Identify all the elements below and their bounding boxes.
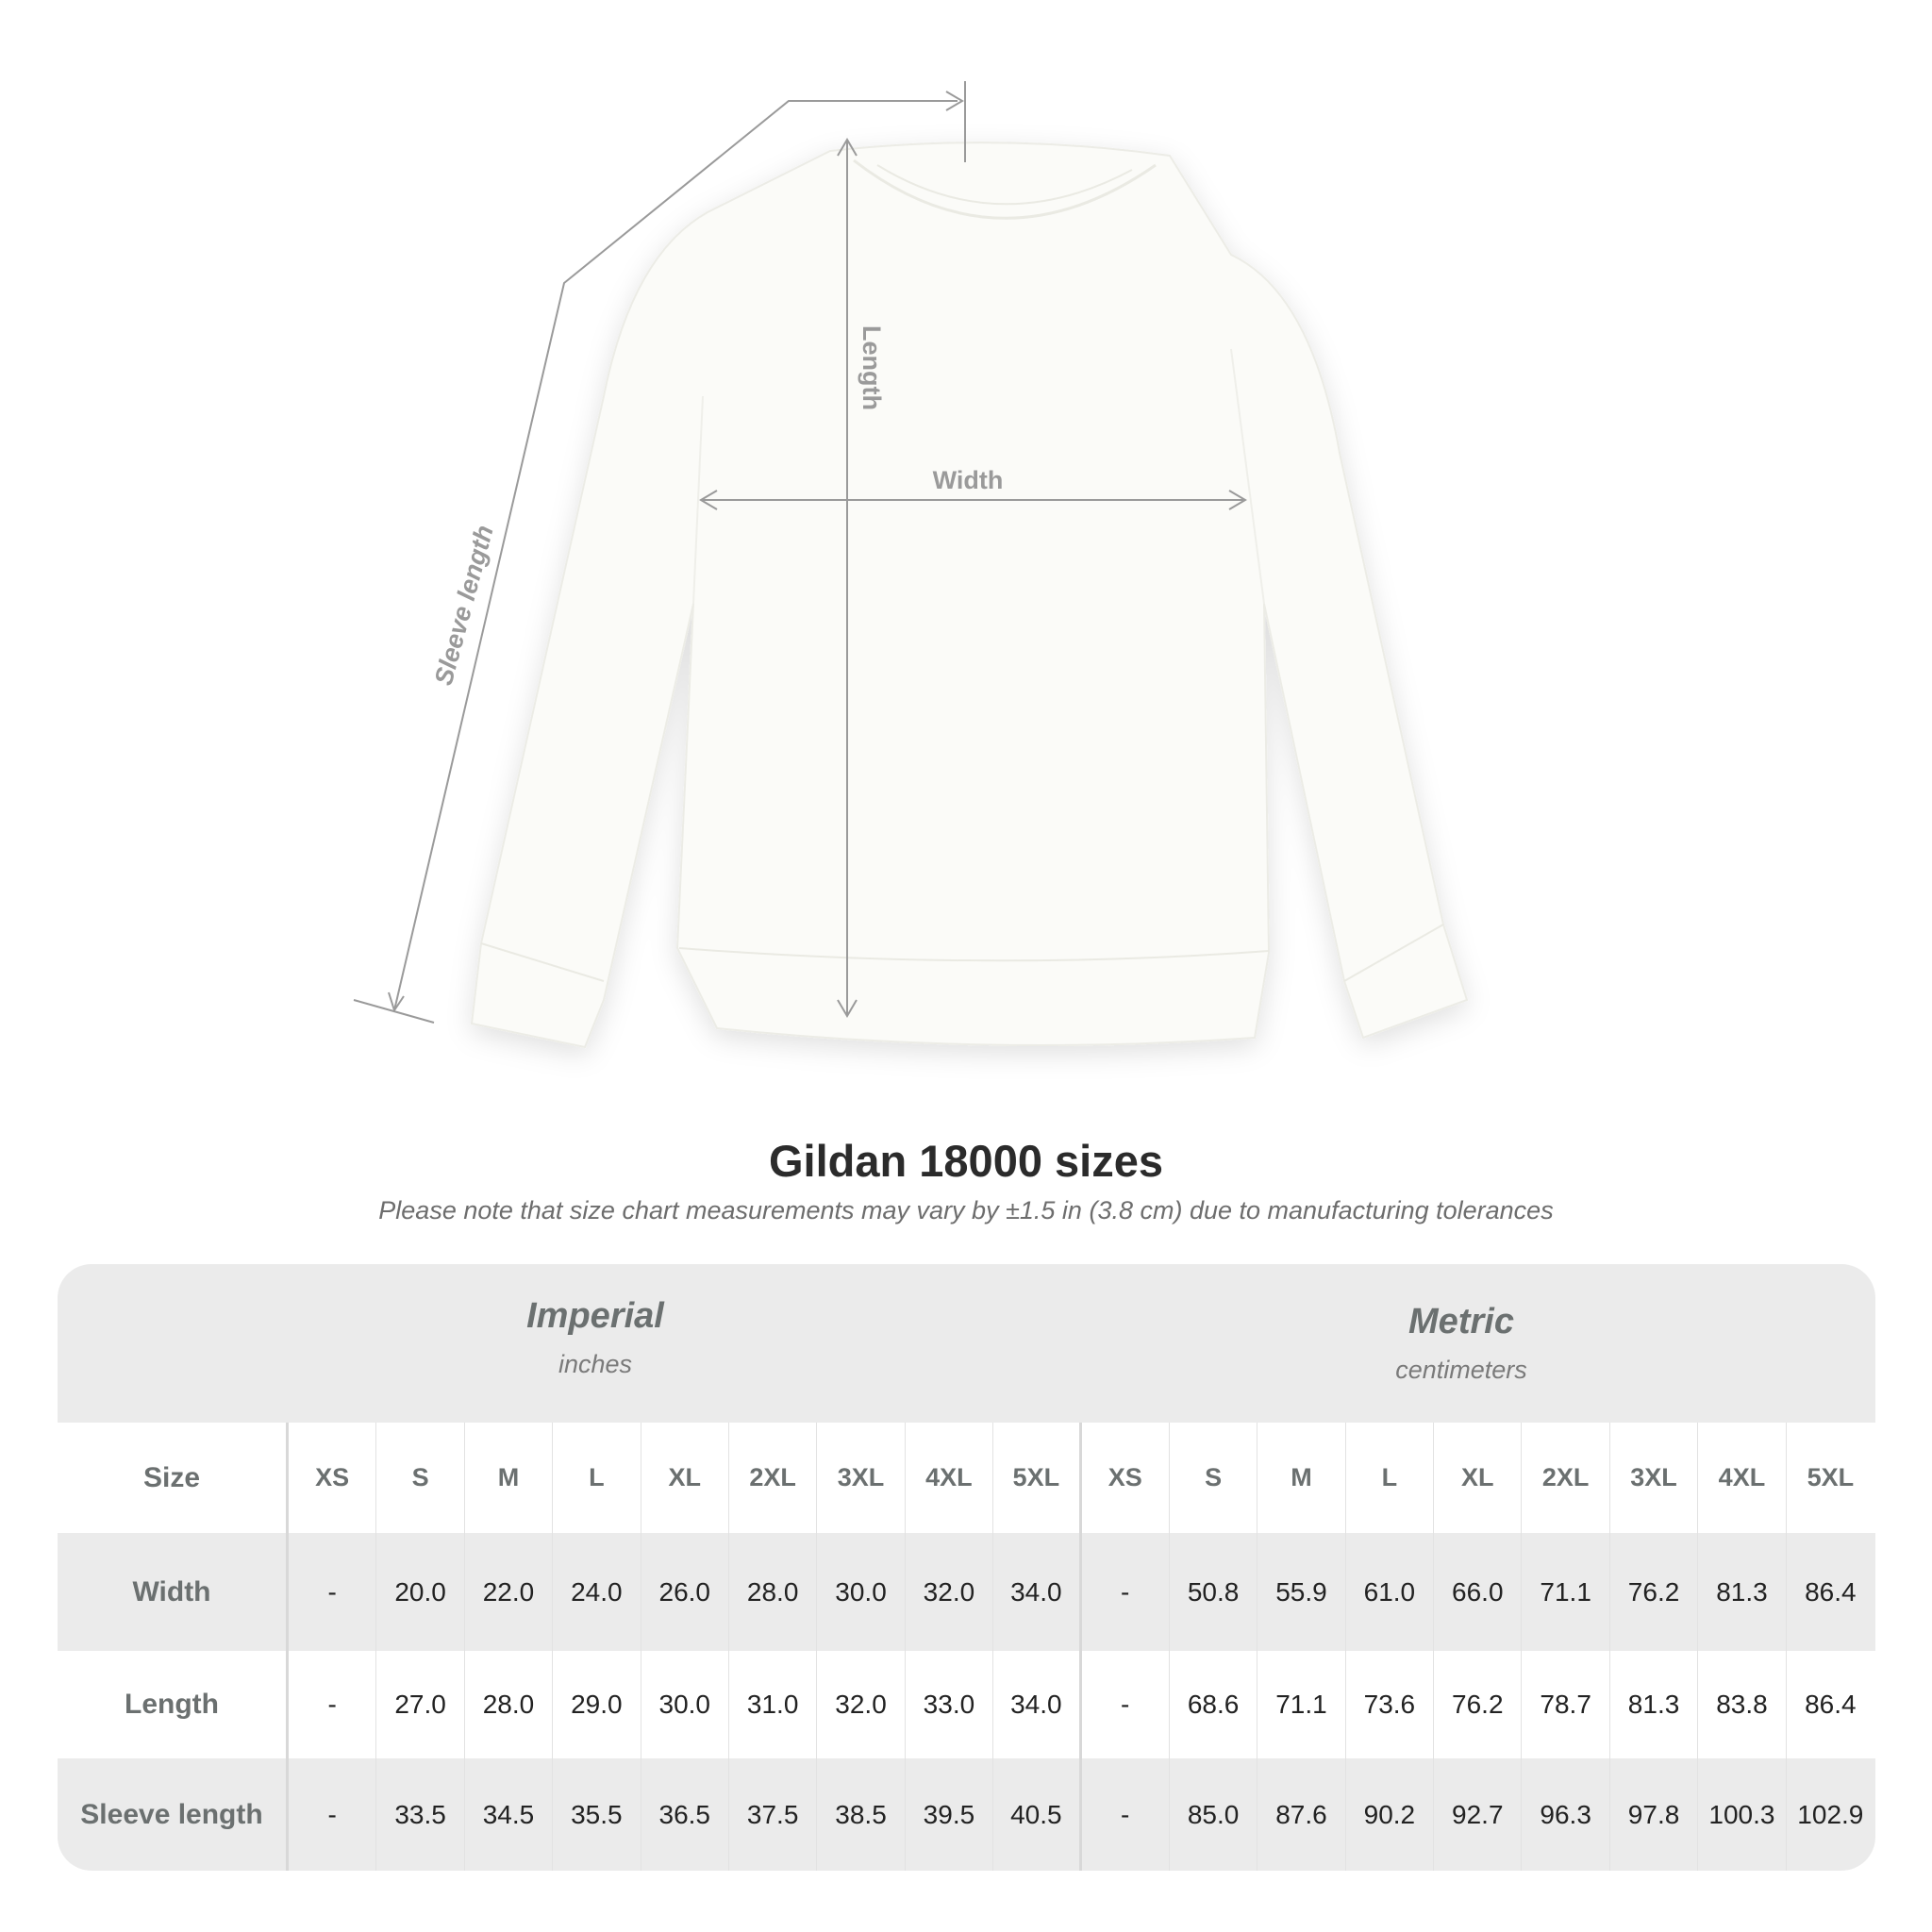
row-label: Width (58, 1533, 289, 1651)
imperial-cell: 37.5 (729, 1758, 818, 1871)
imperial-cell: 38.5 (817, 1758, 906, 1871)
measurement-lines (353, 81, 1247, 1024)
metric-cell: 61.0 (1346, 1533, 1435, 1651)
imperial-cell: 32.0 (817, 1651, 906, 1758)
imperial-cell: 34.5 (465, 1758, 554, 1871)
imperial-cell: 34.0 (993, 1651, 1082, 1758)
imperial-size-l: L (553, 1423, 641, 1533)
table-row: Width -20.0 22.0 24.0 26.0 28.0 30.0 32.0 34.0-5… (58, 1533, 1875, 1651)
metric-size-4xl: 4XL (1698, 1423, 1787, 1533)
sweater-image (470, 142, 1469, 1049)
imperial-cell: 34.0 (993, 1533, 1082, 1651)
metric-cell: 76.2 (1610, 1533, 1699, 1651)
metric-cell: 78.7 (1522, 1651, 1610, 1758)
metric-size-s: S (1170, 1423, 1258, 1533)
metric-title: Metric (1408, 1302, 1514, 1341)
imperial-cell: 39.5 (906, 1758, 994, 1871)
size-label: Size (58, 1423, 289, 1533)
imperial-cell: 28.0 (729, 1533, 818, 1651)
size-header-row: Size XS S M L XL 2XL 3XL 4XL 5XL XS S M L XL 2XL 3XL 4XL 5… (58, 1423, 1875, 1533)
metric-cell: 81.3 (1610, 1651, 1699, 1758)
metric-cell: 73.6 (1346, 1651, 1435, 1758)
imperial-cell: 31.0 (729, 1651, 818, 1758)
imperial-header: Imperial inches (312, 1296, 878, 1379)
metric-cell: 50.8 (1170, 1533, 1258, 1651)
imperial-size-xs: XS (289, 1423, 377, 1533)
imperial-cell: 24.0 (553, 1533, 641, 1651)
metric-cell: 68.6 (1170, 1651, 1258, 1758)
metric-size-3xl: 3XL (1610, 1423, 1699, 1533)
imperial-cell: - (289, 1533, 377, 1651)
table-row: Sleeve length -33.5 34.5 35.5 36.5 37.5 38.5 39… (58, 1758, 1875, 1871)
metric-cell: 66.0 (1434, 1533, 1523, 1651)
metric-cell: 55.9 (1257, 1533, 1346, 1651)
imperial-cell: 32.0 (906, 1533, 994, 1651)
metric-size-5xl: 5XL (1807, 1463, 1855, 1491)
metric-cell: 100.3 (1698, 1758, 1787, 1871)
imperial-cell: 26.0 (641, 1533, 729, 1651)
row-label: Sleeve length (58, 1758, 289, 1871)
row-band (58, 1533, 1875, 1651)
metric-cell: 71.1 (1257, 1651, 1346, 1758)
metric-size-xl: XL (1434, 1423, 1523, 1533)
metric-size-m: M (1257, 1423, 1346, 1533)
width-label: Width (933, 466, 1004, 494)
imperial-unit: inches (558, 1350, 633, 1378)
imperial-cell: 22.0 (465, 1533, 554, 1651)
metric-unit: centimeters (1395, 1356, 1527, 1384)
imperial-cell: 29.0 (553, 1651, 641, 1758)
header-band (58, 1264, 1875, 1423)
imperial-size-4xl: 4XL (906, 1423, 994, 1533)
size-table: Imperial inches Metric centimeters Size X… (58, 1264, 1875, 1871)
chart-title: Gildan 18000 sizes (768, 1136, 1164, 1186)
imperial-cell: 35.5 (553, 1758, 641, 1871)
row-label: Length (58, 1651, 289, 1758)
metric-cell: 97.8 (1610, 1758, 1699, 1871)
imperial-size-5xl: 5XL (993, 1423, 1082, 1533)
metric-cell: 81.3 (1698, 1533, 1787, 1651)
imperial-cell: 33.0 (906, 1651, 994, 1758)
imperial-cell: 20.0 (376, 1533, 465, 1651)
metric-cell: 76.2 (1434, 1651, 1523, 1758)
imperial-title: Imperial (526, 1296, 664, 1336)
imperial-cell: - (289, 1758, 377, 1871)
metric-cell: 102.9 (1797, 1799, 1864, 1829)
imperial-cell: 27.0 (376, 1651, 465, 1758)
metric-cell: 92.7 (1434, 1758, 1523, 1871)
imperial-size-2xl: 2XL (729, 1423, 818, 1533)
metric-size-xs: XS (1082, 1423, 1170, 1533)
metric-cell: - (1082, 1533, 1170, 1651)
length-label: Length (858, 325, 886, 410)
imperial-size-3xl: 3XL (817, 1423, 906, 1533)
imperial-cell: 36.5 (641, 1758, 729, 1871)
imperial-cell: 30.0 (817, 1533, 906, 1651)
metric-cell: 96.3 (1522, 1758, 1610, 1871)
metric-cell: 83.8 (1698, 1651, 1787, 1758)
table-row: Length -27.0 28.0 29.0 30.0 31.0 32.0 33.0 34.0-… (58, 1651, 1875, 1758)
metric-header: Metric centimeters (1178, 1302, 1744, 1385)
imperial-size-xl: XL (641, 1423, 729, 1533)
metric-cell: 86.4 (1805, 1690, 1857, 1719)
metric-size-l: L (1346, 1423, 1435, 1533)
metric-cell: 86.4 (1805, 1576, 1857, 1607)
imperial-cell: 33.5 (376, 1758, 465, 1871)
imperial-cell: 28.0 (465, 1651, 554, 1758)
metric-cell: - (1082, 1651, 1170, 1758)
sleeve-line (393, 100, 958, 1011)
tolerance-note: Please note that size chart measurements… (378, 1196, 1554, 1224)
metric-cell: 90.2 (1346, 1758, 1435, 1871)
metric-cell: 87.6 (1257, 1758, 1346, 1871)
imperial-cell: 30.0 (641, 1651, 729, 1758)
imperial-cell: 40.5 (993, 1758, 1082, 1871)
metric-cell: - (1082, 1758, 1170, 1871)
metric-size-2xl: 2XL (1522, 1423, 1610, 1533)
imperial-size-s: S (376, 1423, 465, 1533)
imperial-cell: - (289, 1651, 377, 1758)
imperial-size-m: M (465, 1423, 554, 1533)
row-band (58, 1758, 1875, 1871)
metric-cell: 85.0 (1170, 1758, 1258, 1871)
metric-cell: 71.1 (1522, 1533, 1610, 1651)
sweater-diagram: Length Width Sleeve length (353, 81, 1469, 1049)
